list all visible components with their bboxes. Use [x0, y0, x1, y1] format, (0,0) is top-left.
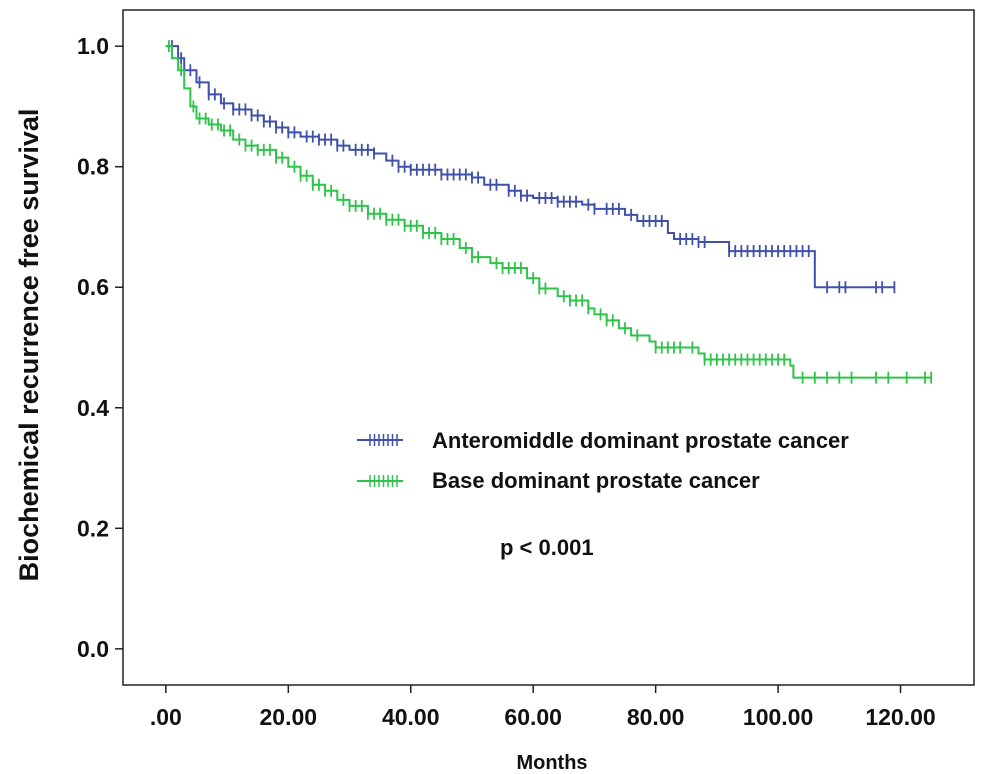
- y-axis-title: Biochemical recurrence free survival: [14, 109, 44, 582]
- p-value-annotation: p < 0.001: [500, 535, 594, 560]
- x-tick-label: .00: [150, 704, 182, 730]
- x-axis-title: Months: [516, 752, 587, 774]
- y-tick-label: 0.6: [77, 274, 109, 300]
- x-tick-label: 100.00: [743, 704, 813, 730]
- x-tick-label: 20.00: [260, 704, 318, 730]
- legend-label-base: Base dominant prostate cancer: [432, 468, 760, 493]
- y-tick-label: 0.4: [77, 395, 109, 421]
- y-axis: 0.0 0.2 0.4 0.6 0.8 1.0: [77, 33, 123, 662]
- y-tick-label: 0.0: [77, 636, 109, 662]
- legend-label-anteromiddle: Anteromiddle dominant prostate cancer: [432, 428, 849, 453]
- y-tick-label: 1.0: [77, 33, 109, 59]
- x-tick-label: 80.00: [627, 704, 685, 730]
- x-axis: .00 20.00 40.00 60.00 80.00 100.00 120.00: [150, 685, 936, 730]
- x-tick-label: 40.00: [382, 704, 440, 730]
- x-tick-label: 60.00: [504, 704, 562, 730]
- y-tick-label: 0.8: [77, 154, 109, 180]
- y-tick-label: 0.2: [77, 515, 109, 541]
- x-tick-label: 120.00: [865, 704, 935, 730]
